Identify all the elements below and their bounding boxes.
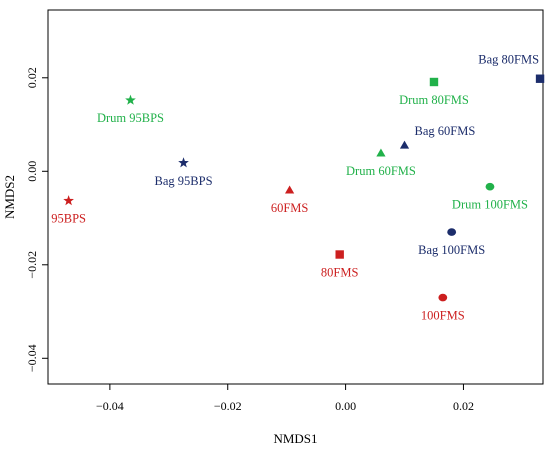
point-label: Drum 95BPS xyxy=(97,111,164,125)
data-points: 95BPS Drum 95BPS Bag 95BPS 60FMS 80FMS 100FMS… xyxy=(51,53,545,323)
data-point: Drum 100FMS xyxy=(452,182,528,212)
x-tick-label: 0.02 xyxy=(453,399,474,413)
x-axis-title: NMDS1 xyxy=(273,431,317,446)
circle-marker xyxy=(438,293,448,302)
square-marker xyxy=(429,77,439,87)
square-marker xyxy=(535,74,545,83)
triangle-marker xyxy=(285,185,295,194)
y-tick-label: 0.02 xyxy=(25,67,39,88)
point-label: Bag 95BPS xyxy=(155,174,213,188)
data-point: 100FMS xyxy=(421,293,465,323)
circle-marker xyxy=(485,182,495,191)
y-tick-label: −0.02 xyxy=(25,251,39,279)
point-label: 100FMS xyxy=(421,309,465,323)
point-label: Drum 100FMS xyxy=(452,198,528,212)
x-axis-ticks: −0.04 −0.02 0.00 0.02 xyxy=(96,384,474,413)
star-marker xyxy=(63,195,74,206)
data-point: Bag 60FMS xyxy=(399,124,476,149)
star-marker xyxy=(178,157,189,168)
x-tick-label: −0.02 xyxy=(214,399,242,413)
star-marker xyxy=(125,94,136,105)
x-tick-label: 0.00 xyxy=(335,399,356,413)
point-label: Bag 80FMS xyxy=(478,53,539,67)
point-label: Bag 60FMS xyxy=(415,124,476,138)
data-point: Bag 100FMS xyxy=(418,228,485,257)
data-point: Drum 80FMS xyxy=(399,77,469,107)
point-label: Drum 60FMS xyxy=(346,164,416,178)
triangle-marker xyxy=(399,140,410,149)
data-point: Bag 95BPS xyxy=(155,157,213,188)
y-tick-label: 0.00 xyxy=(25,161,39,182)
data-point: 60FMS xyxy=(271,185,309,215)
point-label: 60FMS xyxy=(271,201,309,215)
x-tick-label: −0.04 xyxy=(96,399,124,413)
data-point: Bag 80FMS xyxy=(478,53,545,83)
y-axis-ticks: −0.04 −0.02 0.00 0.02 xyxy=(25,67,48,372)
y-axis-title: NMDS2 xyxy=(2,175,17,219)
data-point: Drum 95BPS xyxy=(97,94,164,125)
point-label: Bag 100FMS xyxy=(418,243,485,257)
circle-marker xyxy=(447,228,457,236)
data-point: Drum 60FMS xyxy=(346,148,416,178)
triangle-marker xyxy=(376,148,386,157)
point-label: 80FMS xyxy=(321,266,359,280)
point-label: 95BPS xyxy=(51,212,86,226)
data-point: 80FMS xyxy=(321,250,359,280)
data-point: 95BPS xyxy=(51,195,86,226)
y-tick-label: −0.04 xyxy=(25,344,39,372)
square-marker xyxy=(335,250,344,259)
point-label: Drum 80FMS xyxy=(399,93,469,107)
plot-frame xyxy=(47,9,544,385)
